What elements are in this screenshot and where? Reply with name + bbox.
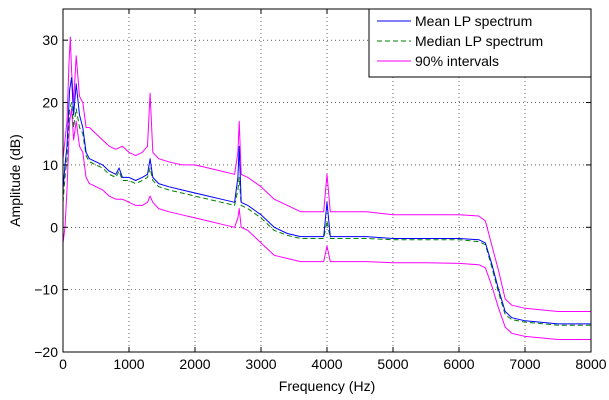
legend-box bbox=[368, 8, 592, 78]
series-line-3 bbox=[63, 108, 591, 340]
x-tick-label: 3000 bbox=[245, 356, 276, 372]
y-tick-label: 10 bbox=[42, 157, 58, 173]
legend-label: 90% intervals bbox=[415, 53, 499, 69]
x-tick-label: 2000 bbox=[179, 356, 210, 372]
x-axis-label: Frequency (Hz) bbox=[279, 378, 375, 394]
x-tick-label: 1000 bbox=[113, 356, 144, 372]
axis-ticks: 0 1000 2000 3000 4000 5000 6000 7000 8000 −20 −10 0… bbox=[34, 9, 607, 372]
x-tick-label: 5000 bbox=[377, 356, 408, 372]
x-tick-label: 4000 bbox=[311, 356, 342, 372]
x-tick-label: 6000 bbox=[443, 356, 474, 372]
legend: Mean LP spectrum Median LP spectrum 90% in… bbox=[368, 8, 592, 78]
x-tick-label: 0 bbox=[59, 356, 67, 372]
y-tick-label: −10 bbox=[34, 282, 58, 298]
y-tick-label: 30 bbox=[42, 32, 58, 48]
x-tick-label: 8000 bbox=[575, 356, 606, 372]
y-tick-label: 20 bbox=[42, 95, 58, 111]
y-tick-label: −20 bbox=[34, 344, 58, 360]
series-line-1 bbox=[63, 102, 591, 326]
series-line-2 bbox=[63, 36, 591, 312]
legend-label: Mean LP spectrum bbox=[415, 13, 532, 29]
series-group bbox=[63, 36, 591, 340]
x-tick-label: 7000 bbox=[509, 356, 540, 372]
legend-label: Median LP spectrum bbox=[415, 33, 543, 49]
y-axis-label: Amplitude (dB) bbox=[7, 134, 23, 227]
y-tick-label: 0 bbox=[50, 219, 58, 235]
series-line-0 bbox=[63, 77, 591, 325]
